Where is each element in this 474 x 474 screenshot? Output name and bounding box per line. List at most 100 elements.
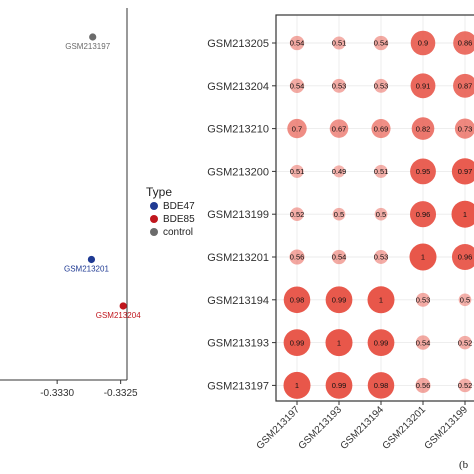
heatmap-cell-value: 0.54	[332, 253, 347, 262]
heatmap-cell	[331, 249, 347, 265]
heatmap-cell	[283, 329, 311, 356]
legend-swatch	[150, 202, 158, 210]
heatmap-column-label: GSM213199	[423, 404, 471, 452]
scatter-point-label: GSM213201	[64, 264, 109, 273]
heatmap-cell	[415, 335, 431, 350]
heatmap-cell-value: 0.53	[374, 82, 389, 91]
heatmap-cell-value: 0.96	[458, 253, 473, 262]
heatmap-cell-value: 0.99	[374, 338, 389, 347]
heatmap-cell	[367, 329, 395, 356]
heatmap-cell	[367, 286, 395, 314]
heatmap-cell-value: 0.52	[458, 338, 473, 347]
legend-entries: BDE47 BDE85 control	[150, 201, 195, 238]
heatmap-cell	[283, 371, 311, 399]
heatmap-cell-value: 0.86	[458, 39, 473, 48]
heatmap-cell-value: 0.54	[290, 82, 305, 91]
heatmap-cell	[374, 207, 388, 221]
heatmap-cell	[290, 207, 304, 221]
heatmap-cell	[409, 243, 437, 271]
heatmap-row-label: GSM213193	[207, 338, 269, 350]
heatmap-cell	[410, 73, 436, 99]
heatmap-cell	[410, 30, 436, 56]
heatmap-cell	[411, 117, 435, 140]
heatmap-cell	[454, 118, 474, 139]
heatmap-cell	[451, 158, 474, 185]
heatmap-cell	[325, 329, 353, 357]
scatter-points: GSM213197 GSM213201 GSM213204	[64, 33, 141, 320]
heatmap-cell-value: 0.51	[332, 39, 347, 48]
heatmap-cell	[458, 378, 472, 393]
heatmap-cell-value: 0.53	[332, 82, 347, 91]
heatmap-cell-value: 0.96	[416, 210, 431, 219]
legend-swatch	[150, 228, 158, 236]
heatmap-cell	[289, 249, 305, 265]
scatter-x-tick-label: -0.3330	[40, 388, 74, 399]
scatter-point-label: GSM213204	[96, 311, 141, 320]
heatmap-cell-value: 0.52	[290, 210, 305, 219]
heatmap-column-label: GSM213201	[381, 404, 429, 452]
scatter-point	[89, 33, 97, 41]
heatmap-cell-value: 1	[463, 210, 467, 219]
heatmap-cell	[329, 119, 349, 138]
heatmap-cell	[451, 200, 474, 228]
heatmap-cell-value: 0.87	[458, 82, 473, 91]
heatmap-cell-value: 0.56	[290, 253, 305, 262]
heatmap-cell-value: 0.54	[416, 338, 431, 347]
legend-label: BDE47	[163, 201, 195, 212]
pca-scatter-panel: -0.3330 -0.3325 GSM213197 GSM213201 GSM2132…	[0, 8, 141, 399]
heatmap-cell-value: 0.53	[374, 253, 389, 262]
heatmap-row-labels: GSM213205 GSM213204 GSM213210 GSM213200 GSM2…	[207, 38, 276, 392]
heatmap-cell-value: 1	[337, 338, 341, 347]
heatmap-cell-value: 0.98	[290, 296, 305, 305]
heatmap-cell	[373, 35, 389, 51]
type-legend: Type BDE47 BDE85 control	[146, 185, 195, 238]
heatmap-cell-value: 0.7	[292, 124, 302, 133]
legend-label: control	[163, 227, 193, 238]
heatmap-cell-value: 0.5	[460, 296, 470, 305]
heatmap-cell-value: 0.53	[416, 296, 431, 305]
heatmap-cell	[289, 35, 305, 51]
heatmap-row-label: GSM213194	[207, 295, 269, 307]
heatmap-column-label: GSM213197	[255, 404, 303, 452]
heatmap-cell	[332, 207, 346, 221]
heatmap-cell-value: 0.54	[290, 39, 305, 48]
heatmap-cell-value: 0.51	[374, 167, 389, 176]
scatter-point	[87, 255, 96, 264]
heatmap-cell-value: 0.67	[332, 124, 347, 133]
heatmap-cell-value: 0.52	[458, 381, 473, 390]
heatmap-cell	[451, 243, 474, 271]
heatmap-row-label: GSM213210	[207, 124, 269, 136]
heatmap-cell	[332, 36, 346, 50]
heatmap-cell-value: 0.99	[290, 338, 305, 347]
scatter-x-tick-label: -0.3325	[104, 388, 138, 399]
heatmap-cell	[367, 372, 395, 399]
heatmap-cell-value: 0.69	[374, 124, 389, 133]
heatmap-cell	[287, 118, 307, 139]
heatmap-cell	[374, 164, 388, 178]
heatmap-cell	[325, 286, 353, 314]
heatmap-cell-value: 0.49	[332, 167, 347, 176]
heatmap-cell-value: 0.98	[374, 381, 389, 390]
heatmap-column-label: GSM213193	[297, 404, 345, 452]
heatmap-cell-value: 0.91	[416, 82, 431, 91]
scatter-point	[119, 302, 127, 310]
heatmap-cell	[458, 293, 472, 307]
heatmap-row-label: GSM213200	[207, 166, 269, 178]
correlation-heatmap-panel: GSM213205 GSM213204 GSM213210 GSM213200 GSM2…	[207, 14, 474, 471]
heatmap-cell	[333, 165, 345, 178]
heatmap-cell	[283, 286, 311, 314]
heatmap-cell-value: 0.51	[290, 167, 305, 176]
legend-swatch	[150, 215, 158, 223]
heatmap-column-labels: GSM213197GSM213193GSM213194GSM213201GSM2…	[255, 401, 471, 452]
heatmap-frame	[275, 14, 474, 402]
heatmap-cell-value: 0.5	[376, 210, 386, 219]
heatmap-cell	[332, 78, 346, 93]
heatmap-cell	[415, 377, 431, 393]
heatmap-cell	[409, 201, 437, 228]
heatmap-cell	[290, 164, 304, 178]
heatmap-cell-value: 1	[379, 296, 383, 305]
heatmap-cells: 0.54 0.51 0.54 0.9 0.860.54 0.53 0.53 0.91 0.870…	[283, 30, 474, 399]
heatmap-cell	[374, 78, 388, 93]
heatmap-cell-value: 1	[421, 253, 425, 262]
